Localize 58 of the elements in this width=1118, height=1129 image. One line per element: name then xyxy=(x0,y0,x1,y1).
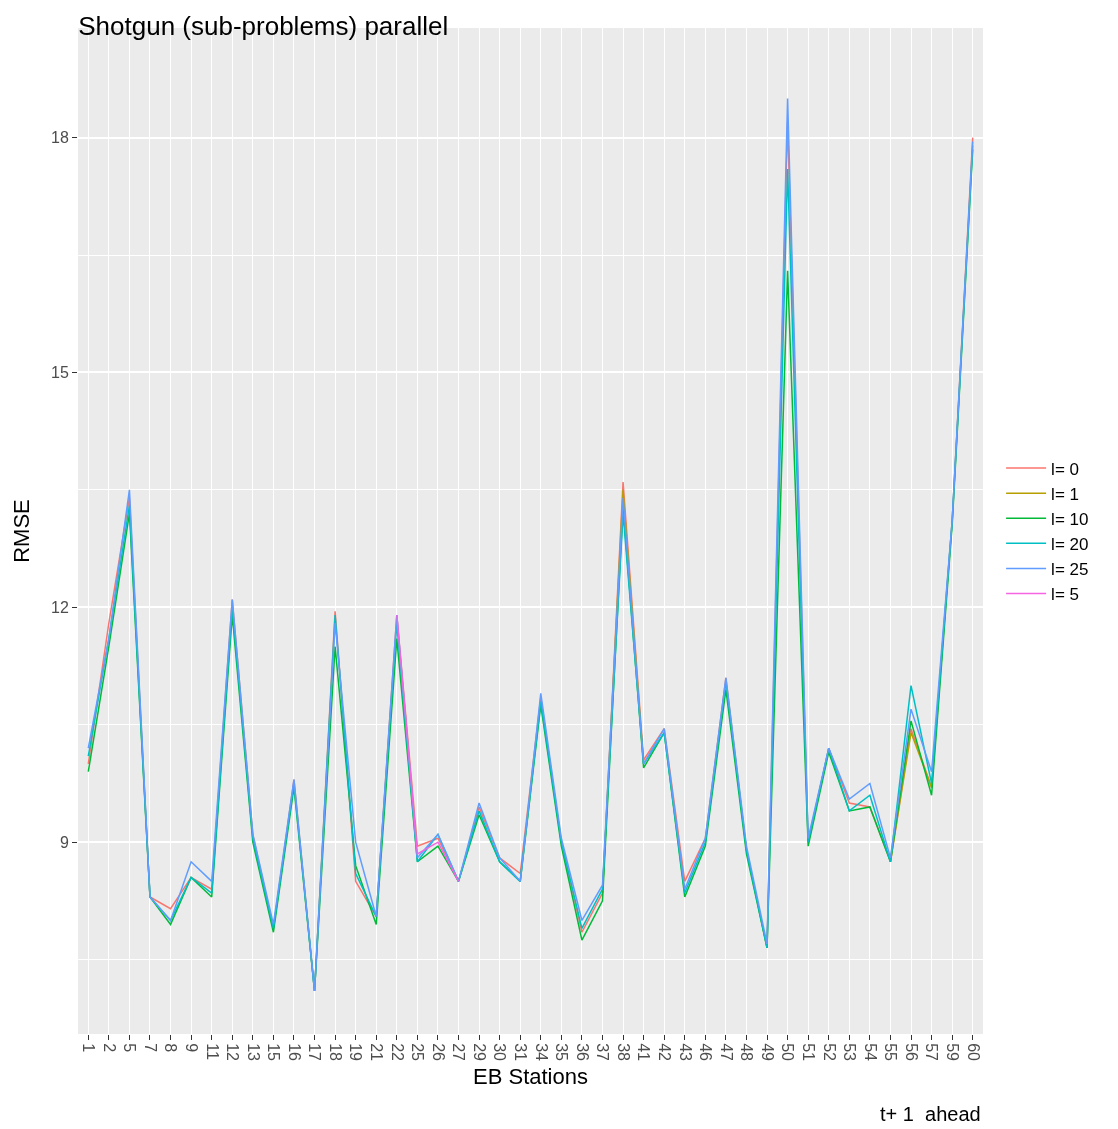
x-tick-label: 5 xyxy=(121,1043,139,1053)
x-tick-label: 2 xyxy=(100,1043,118,1053)
x-axis-title: EB Stations xyxy=(473,1064,588,1089)
x-tick-label: 53 xyxy=(841,1043,859,1062)
x-tick-label: 27 xyxy=(450,1043,468,1062)
x-tick-label: 42 xyxy=(655,1043,673,1062)
y-tick-label: 12 xyxy=(51,598,69,616)
legend-label: l= 0 xyxy=(1051,459,1079,479)
x-tick-label: 9 xyxy=(182,1043,200,1053)
x-tick-label: 12 xyxy=(224,1043,242,1062)
x-tick-label: 21 xyxy=(368,1043,386,1062)
legend-label: l= 5 xyxy=(1051,585,1079,605)
x-tick-label: 37 xyxy=(594,1043,612,1062)
x-tick-label: 35 xyxy=(553,1043,571,1062)
x-tick-label: 29 xyxy=(470,1043,488,1062)
x-tick-label: 38 xyxy=(614,1043,632,1062)
x-tick-label: 43 xyxy=(676,1043,694,1062)
x-tick-label: 16 xyxy=(285,1043,303,1062)
x-tick-label: 52 xyxy=(820,1043,838,1062)
text: t+ 1 ahead xyxy=(880,1103,981,1125)
x-tick-label: 19 xyxy=(347,1043,365,1062)
x-tick-label: 36 xyxy=(573,1043,591,1062)
legend-label: l= 25 xyxy=(1051,560,1089,580)
x-tick-label: 55 xyxy=(882,1043,900,1062)
x-tick-label: 34 xyxy=(532,1043,550,1062)
x-tick-label: 7 xyxy=(141,1043,159,1053)
legend-label: l= 1 xyxy=(1051,484,1079,504)
x-tick-label: 47 xyxy=(717,1043,735,1062)
x-tick-label: 26 xyxy=(429,1043,447,1062)
x-tick-label: 22 xyxy=(388,1043,406,1062)
x-tick-label: 49 xyxy=(758,1043,776,1062)
x-tick-label: 11 xyxy=(203,1043,221,1060)
x-tick-label: 59 xyxy=(943,1043,961,1062)
x-tick-label: 1 xyxy=(80,1043,98,1053)
x-tick-label: 54 xyxy=(861,1043,879,1062)
legend-label: l= 10 xyxy=(1051,509,1089,529)
x-tick-label: 31 xyxy=(512,1043,530,1062)
x-tick-label: 30 xyxy=(491,1043,509,1062)
x-tick-label: 46 xyxy=(697,1043,715,1062)
y-tick-label: 9 xyxy=(59,833,69,851)
x-tick-label: 57 xyxy=(923,1043,941,1062)
y-axis-title: RMSE xyxy=(8,499,34,563)
chart-title: Shotgun (sub-problems) parallel xyxy=(78,11,449,42)
x-tick-label: 60 xyxy=(964,1043,982,1062)
x-tick-label: 25 xyxy=(409,1043,427,1062)
x-tick-label: 15 xyxy=(265,1043,283,1062)
x-tick-label: 13 xyxy=(244,1043,262,1062)
y-tick-label: 15 xyxy=(51,364,69,382)
legend-label: l= 20 xyxy=(1051,534,1089,554)
x-tick-label: 17 xyxy=(306,1043,324,1062)
y-tick-label: 18 xyxy=(51,129,69,147)
x-tick-label: 50 xyxy=(779,1043,797,1062)
x-tick-label: 51 xyxy=(799,1043,817,1062)
x-tick-label: 18 xyxy=(326,1043,344,1062)
x-tick-label: 56 xyxy=(902,1043,920,1062)
x-tick-label: 8 xyxy=(162,1043,180,1053)
x-tick-label: 48 xyxy=(738,1043,756,1062)
x-tick-label: 41 xyxy=(635,1043,653,1062)
